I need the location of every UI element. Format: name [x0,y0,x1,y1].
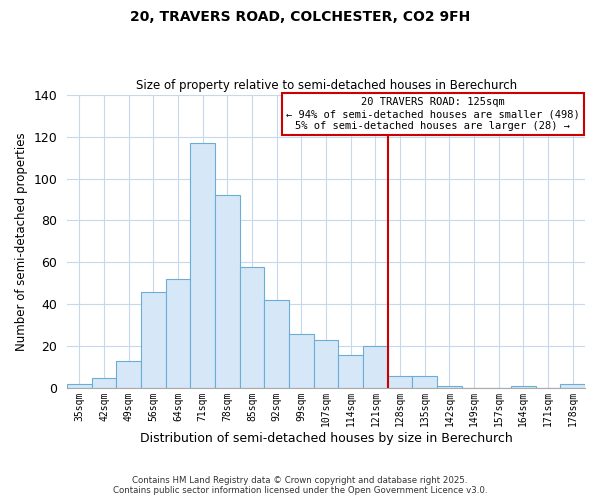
Title: Size of property relative to semi-detached houses in Berechurch: Size of property relative to semi-detach… [136,79,517,92]
Bar [314,340,338,388]
Bar [190,143,215,388]
Bar [560,384,585,388]
X-axis label: Distribution of semi-detached houses by size in Berechurch: Distribution of semi-detached houses by … [140,432,512,445]
Bar [511,386,536,388]
Y-axis label: Number of semi-detached properties: Number of semi-detached properties [15,132,28,351]
Bar [412,376,437,388]
Bar [240,266,265,388]
Bar [388,376,412,388]
Bar [166,280,190,388]
Bar [215,196,240,388]
Bar [437,386,462,388]
Text: Contains HM Land Registry data © Crown copyright and database right 2025.
Contai: Contains HM Land Registry data © Crown c… [113,476,487,495]
Bar [265,300,289,388]
Text: 20 TRAVERS ROAD: 125sqm
← 94% of semi-detached houses are smaller (498)
5% of se: 20 TRAVERS ROAD: 125sqm ← 94% of semi-de… [286,98,580,130]
Bar [363,346,388,389]
Bar [338,355,363,388]
Text: 20, TRAVERS ROAD, COLCHESTER, CO2 9FH: 20, TRAVERS ROAD, COLCHESTER, CO2 9FH [130,10,470,24]
Bar [116,361,141,388]
Bar [289,334,314,388]
Bar [92,378,116,388]
Bar [141,292,166,388]
Bar [67,384,92,388]
